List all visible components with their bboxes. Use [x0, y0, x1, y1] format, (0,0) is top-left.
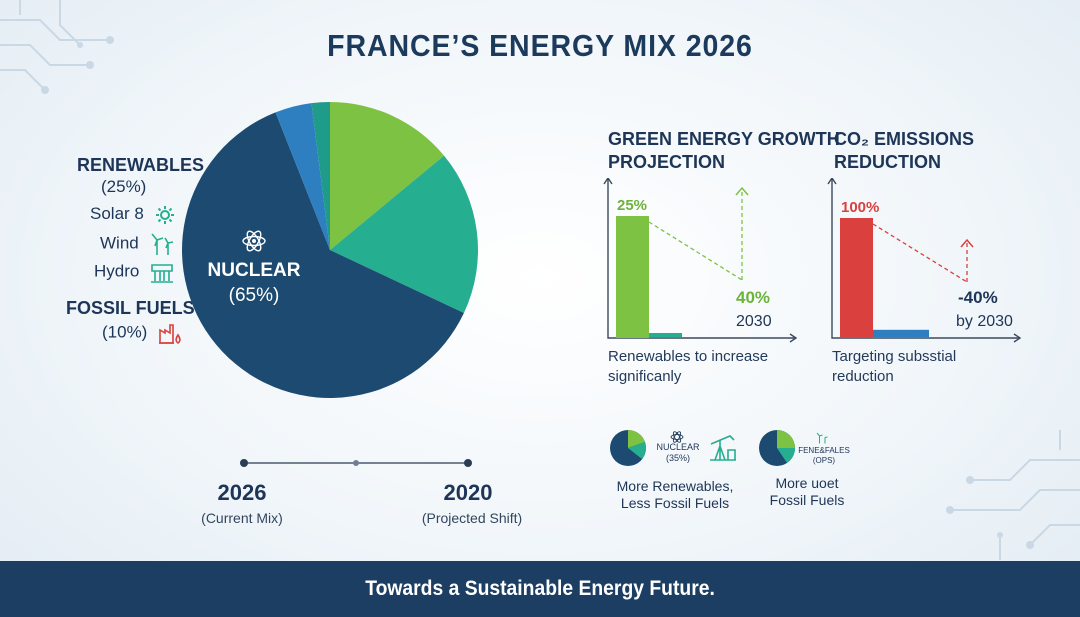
page-title: FRANCE’S ENERGY MIX 2026 — [327, 28, 753, 63]
timeline-left-year: 2026 — [217, 480, 267, 505]
mini-right-label: FENE&FALES (OPS) — [796, 446, 852, 466]
start-value-label: 25% — [617, 197, 647, 214]
projection-arrow-head — [735, 186, 749, 196]
mini-left-caption1: More Renewables, — [616, 478, 734, 494]
nuclear-pct: (65%) — [228, 285, 280, 306]
trend-line — [648, 221, 743, 281]
wind-legend-item: Wind — [100, 232, 175, 256]
end-value-label: -40% — [958, 288, 998, 307]
renewables-label: RENEWABLES — [77, 155, 205, 175]
mini-left-caption: More Renewables, Less Fossil Fuels — [600, 478, 750, 512]
timeline-line — [240, 459, 472, 467]
footer-text: Towards a Sustainable Energy Future. — [365, 577, 715, 600]
mini-left-label: NUCLEAR (35%) — [650, 442, 706, 464]
axis-arrow-x — [1013, 333, 1022, 343]
green-panel-title-line1: GREEN ENERGY GROWTH — [608, 129, 840, 149]
pie-slice-hydro — [311, 102, 330, 250]
co2-panel-title-line2: REDUCTION — [834, 152, 941, 172]
hydro-label: Hydro — [94, 261, 140, 281]
co2-note-line1: Targeting subsstial — [832, 348, 957, 365]
footer-banner: Towards a Sustainable Energy Future. — [0, 561, 1080, 617]
bar-start — [616, 216, 649, 338]
axis — [831, 178, 1020, 339]
factory-flame-icon — [159, 324, 181, 344]
wind-label: Wind — [100, 233, 139, 253]
oil-pump-icon — [710, 435, 736, 461]
trend-line — [872, 223, 968, 283]
fossil-fuels-label: FOSSIL FUELS — [66, 298, 195, 318]
end-year-label: 2030 — [736, 313, 772, 330]
small-atom-icon — [670, 431, 684, 443]
atom-icon — [242, 230, 266, 252]
fossil-pct: (10%) — [102, 322, 148, 342]
pie-slice-wind — [330, 155, 478, 314]
end-year-label: by 2030 — [956, 313, 1013, 330]
green-growth-bar-chart: 25% 40% 2030 — [603, 178, 798, 343]
pie-slice-fossil-fuels — [275, 103, 330, 250]
mini-left-label1: NUCLEAR — [656, 442, 700, 452]
green-note-line1: Renewables to increase — [608, 348, 769, 365]
mini-right-caption1: More uoet — [775, 475, 839, 491]
axis-arrow-y — [827, 178, 837, 185]
axis — [607, 178, 796, 339]
nuclear-label: NUCLEAR — [207, 260, 301, 281]
bar-start — [840, 218, 873, 338]
co2-note-line2: reduction — [832, 368, 894, 385]
co2-panel-title: CO₂ EMISSIONS REDUCTION — [834, 128, 974, 174]
mini-left-label2: (35%) — [665, 453, 690, 463]
bar-secondary — [649, 333, 682, 337]
timeline-right-year: 2020 — [443, 480, 493, 505]
co2-reduction-bar-chart: 100% -40% by 2030 — [827, 178, 1022, 343]
solar-label: Solar 8 — [90, 204, 144, 223]
timeline-right-sub: (Projected Shift) — [421, 510, 523, 526]
circuit-decoration-top-left — [0, 0, 114, 94]
nuclear-center-label: NUCLEAR (65%) — [206, 228, 302, 308]
energy-mix-pie-chart — [181, 102, 478, 399]
start-value-label: 100% — [841, 199, 879, 216]
small-wind-icon — [816, 432, 828, 444]
sun-icon — [155, 205, 174, 224]
wind-turbine-icon — [151, 233, 174, 255]
pie-slice-solar — [330, 102, 445, 250]
timeline-left-sub: (Current Mix) — [201, 510, 283, 526]
green-panel-note: Renewables to increase significanly — [608, 347, 768, 387]
mini-right-caption: More uoet Fossil Fuels — [752, 475, 862, 509]
end-value-label: 40% — [736, 288, 770, 307]
green-panel-title: GREEN ENERGY GROWTH PROJECTION — [608, 128, 840, 174]
mini-right-caption2: Fossil Fuels — [769, 492, 845, 508]
hydro-legend-item: Hydro — [94, 261, 174, 283]
green-note-line2: significanly — [608, 368, 682, 385]
projection-arrow-head — [960, 238, 974, 248]
pie-slice-nuclear — [181, 112, 464, 399]
mini-right-label2: (OPS) — [812, 456, 836, 465]
circuit-decoration-bottom-right — [946, 430, 1080, 560]
renewables-pct: (25%) — [101, 177, 147, 196]
axis-arrow-x — [789, 333, 798, 343]
mini-left-caption2: Less Fossil Fuels — [620, 495, 730, 511]
green-panel-title-line2: PROJECTION — [608, 152, 726, 172]
hydro-dam-icon — [151, 264, 174, 283]
bar-secondary — [873, 329, 929, 337]
mini-pie-left — [610, 429, 646, 466]
mini-right-label1: FENE&FALES — [798, 446, 850, 455]
axis-arrow-y — [603, 178, 613, 185]
co2-panel-note: Targeting subsstial reduction — [832, 347, 956, 387]
mini-pie-right — [759, 430, 795, 466]
co2-panel-title-line1: CO₂ EMISSIONS — [834, 129, 975, 149]
fossil-legend-item: (10%) — [102, 322, 182, 344]
solar-legend-item: Solar 8 — [90, 204, 175, 225]
